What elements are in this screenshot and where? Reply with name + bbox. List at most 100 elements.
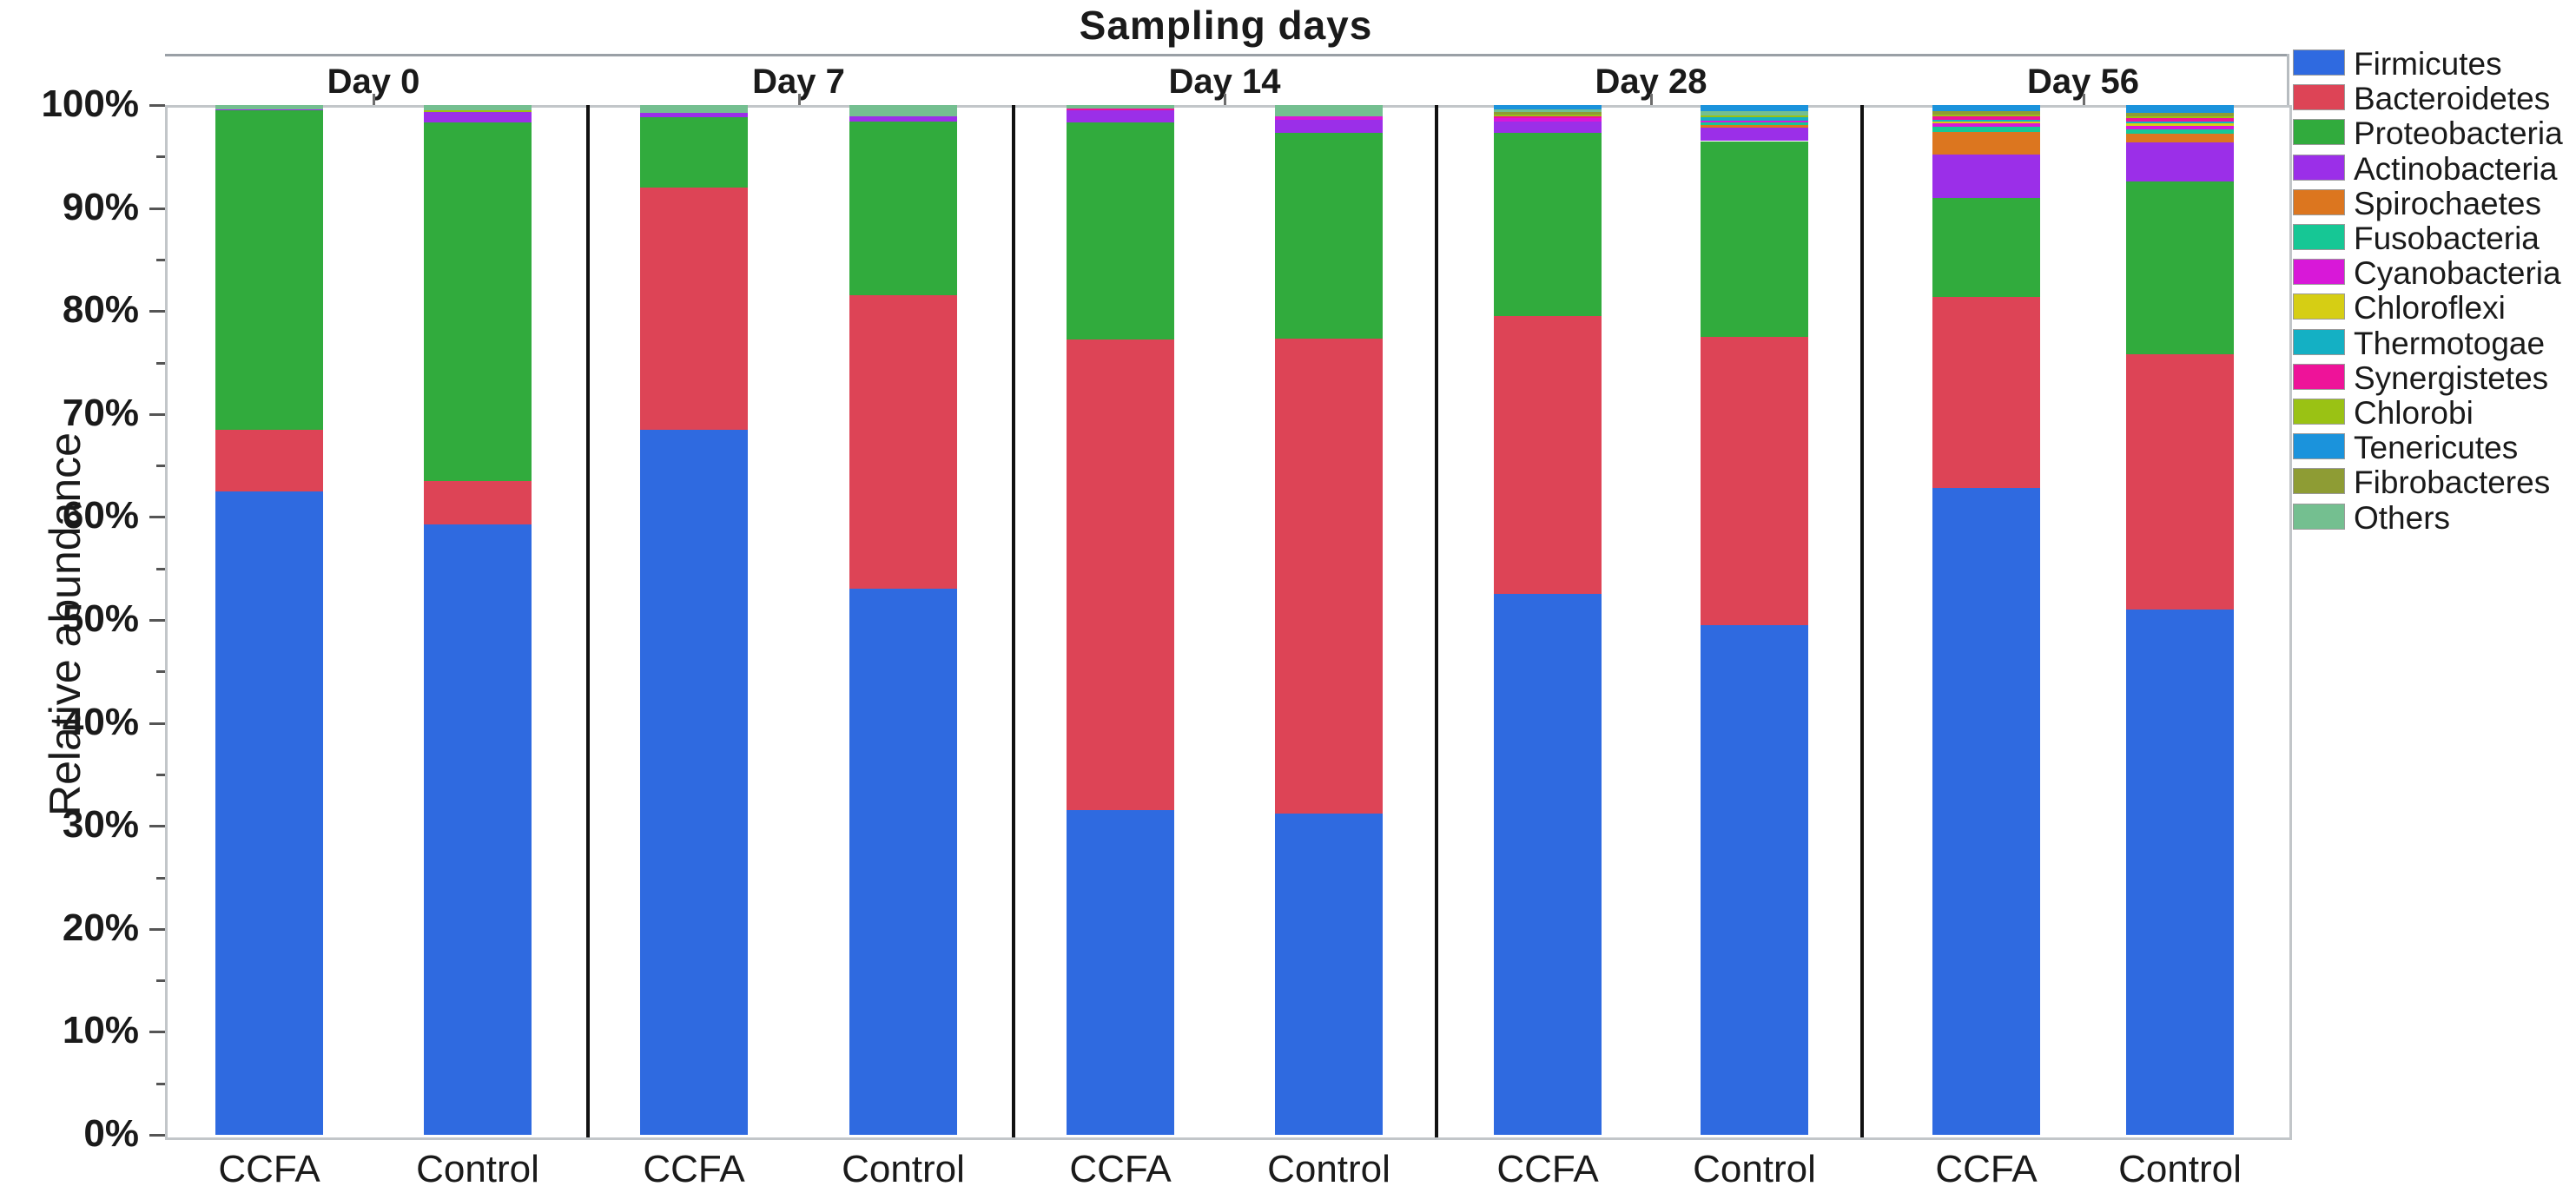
bar-label-ccfa: CCFA: [643, 1148, 745, 1190]
bar-segment-proteobacteria: [1701, 141, 1808, 337]
bar-segment-cyanobacteria: [1275, 116, 1383, 120]
day-group-divider: [586, 105, 590, 1137]
bar-segment-synergistetes: [2126, 118, 2234, 122]
legend-swatch-chloroflexi: [2293, 293, 2345, 320]
y-tick-label: 50%: [62, 597, 139, 640]
bar-segment-tenericutes: [2126, 105, 2234, 114]
y-axis-tick: [156, 465, 165, 468]
bar-segment-fusobacteria: [2126, 129, 2234, 135]
y-tick-label: 30%: [62, 803, 139, 847]
y-axis-tick: [149, 722, 165, 725]
y-tick-label: 90%: [62, 185, 139, 228]
legend-swatch-fibrobacteres: [2293, 468, 2345, 495]
bar-segment-others: [1494, 109, 1602, 113]
day-group-divider: [1860, 105, 1864, 1137]
bar-segment-firmicutes: [1932, 488, 2040, 1135]
legend-swatch-fusobacteria: [2293, 224, 2345, 250]
bar-segment-fibrobacteres: [2126, 113, 2234, 117]
bar-segment-actinobacteria: [1932, 154, 2040, 198]
bar-segment-actinobacteria: [1067, 109, 1174, 123]
y-axis-tick: [149, 516, 165, 519]
bar-segment-bacteroidetes: [1067, 339, 1174, 811]
y-axis-tick: [149, 207, 165, 210]
legend-label: Chloroflexi: [2354, 290, 2506, 326]
y-axis-tick: [156, 979, 165, 983]
y-tick-label: 100%: [41, 82, 139, 125]
bar-segment-firmicutes: [849, 589, 957, 1135]
y-axis-tick: [149, 412, 165, 416]
legend-label: Synergistetes: [2354, 359, 2549, 396]
bar-segment-tenericutes: [1494, 105, 1602, 109]
y-tick-label: 60%: [62, 494, 139, 537]
legend-swatch-proteobacteria: [2293, 119, 2345, 146]
bar-segment-chloroflexi: [1932, 121, 2040, 124]
bar-segment-bacteroidetes: [1932, 296, 2040, 489]
legend-swatch-bacteroidetes: [2293, 84, 2345, 111]
bar-segment-fibrobacteres: [1932, 111, 2040, 115]
bar-segment-firmicutes: [215, 491, 323, 1135]
y-tick-label: 70%: [62, 391, 139, 434]
bar-segment-others: [1067, 105, 1174, 109]
bar-segment-cyanobacteria: [1494, 118, 1602, 122]
bar-segment-firmicutes: [640, 429, 748, 1135]
bar-segment-actinobacteria: [424, 112, 532, 123]
bar-segment-spirochaetes: [1701, 124, 1808, 129]
bar-label-control: Control: [1693, 1148, 1816, 1190]
y-axis-tick: [149, 927, 165, 931]
bar-segment-actinobacteria: [640, 113, 748, 118]
day-group-tick: [373, 94, 375, 105]
y-axis-tick: [149, 1031, 165, 1034]
bar-segment-fibrobacteres: [1494, 112, 1602, 115]
bar-segment-synergistetes: [1932, 116, 2040, 120]
legend-swatch-spirochaetes: [2293, 188, 2345, 215]
bar-segment-proteobacteria: [849, 121, 957, 296]
bar-segment-others: [424, 105, 532, 110]
bar-label-ccfa: CCFA: [1935, 1148, 2038, 1190]
bar-segment-bacteroidetes: [215, 429, 323, 491]
y-tick-label: 0%: [83, 1112, 139, 1155]
bar-segment-actinobacteria: [1275, 119, 1383, 133]
bar-segment-proteobacteria: [2126, 181, 2234, 354]
bar-segment-spirochaetes: [1932, 131, 2040, 155]
y-tick-label: 10%: [62, 1009, 139, 1052]
legend-label: Tenericutes: [2354, 430, 2519, 466]
bar-label-control: Control: [2118, 1148, 2242, 1190]
bar-label-control: Control: [842, 1148, 965, 1190]
bar-segment-chlorobi: [1701, 115, 1808, 118]
legend-label: Chlorobi: [2354, 395, 2474, 431]
y-axis-tick: [156, 876, 165, 880]
bar-segment-bacteroidetes: [424, 480, 532, 524]
bar-segment-chlorobi: [1494, 114, 1602, 117]
bar-segment-cyanobacteria: [1932, 123, 2040, 127]
bar-label-ccfa: CCFA: [1069, 1148, 1172, 1190]
bar-segment-proteobacteria: [1932, 197, 2040, 297]
legend-swatch-chlorobi: [2293, 399, 2345, 425]
legend-label: Fibrobacteres: [2354, 465, 2551, 501]
day-group-divider: [1012, 105, 1015, 1137]
bar-segment-proteobacteria: [215, 109, 323, 430]
y-axis-tick: [149, 619, 165, 622]
legend-label: Firmicutes: [2354, 46, 2502, 82]
bar-label-control: Control: [1267, 1148, 1390, 1190]
bar-segment-actinobacteria: [1701, 128, 1808, 142]
legend-swatch-firmicutes: [2293, 49, 2345, 76]
bar-segment-actinobacteria: [1494, 121, 1602, 133]
bar-segment-chlorobi: [424, 109, 532, 113]
y-axis-tick: [156, 567, 165, 570]
bar-segment-others: [215, 105, 323, 109]
bar-label-control: Control: [416, 1148, 539, 1190]
bar-segment-thermotogae: [1701, 117, 1808, 121]
bar-segment-others: [849, 105, 957, 117]
bar-segment-bacteroidetes: [640, 187, 748, 430]
bar-segment-cyanobacteria: [2126, 125, 2234, 130]
y-tick-label: 40%: [62, 700, 139, 743]
y-axis-tick: [156, 670, 165, 674]
bar-segment-fusobacteria: [1701, 122, 1808, 125]
bar-segment-actinobacteria: [215, 109, 323, 111]
bar-segment-actinobacteria: [2126, 142, 2234, 181]
bar-segment-proteobacteria: [1275, 133, 1383, 339]
bar-segment-bacteroidetes: [1701, 336, 1808, 625]
day-group-divider: [1435, 105, 1438, 1137]
bar-segment-others: [640, 105, 748, 114]
